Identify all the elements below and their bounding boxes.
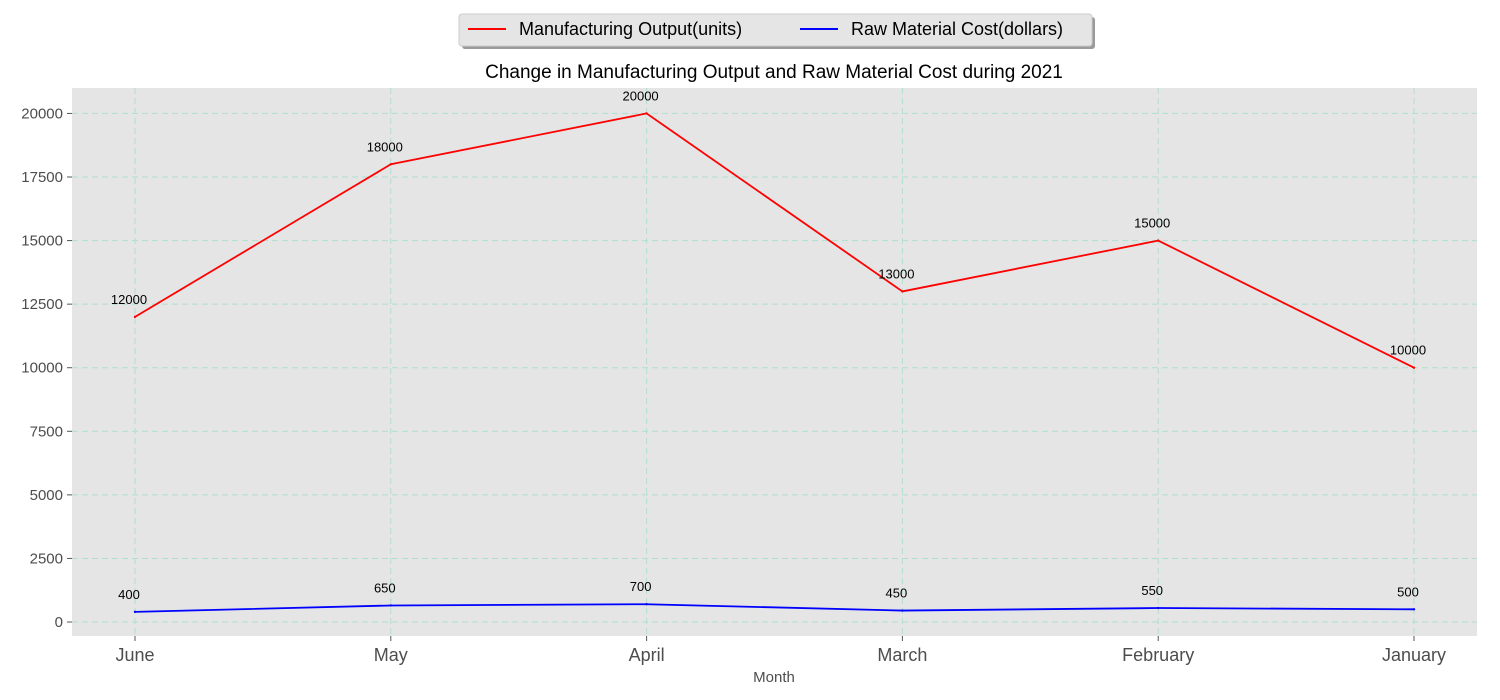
data-point [1157,606,1160,610]
y-tick-label: 7500 [30,423,63,440]
data-label: 450 [886,586,908,601]
data-label: 500 [1397,584,1419,599]
data-point [389,163,392,166]
x-axis-label: Month [753,669,795,686]
y-tick-label: 5000 [30,487,63,504]
data-label: 18000 [367,139,403,154]
data-label: 10000 [1390,343,1426,358]
data-labels: 12000 18000 20000 13000 15000 10000 400 650 700 4… [111,88,1426,601]
data-label: 650 [374,580,396,595]
data-point [1412,366,1416,369]
data-point [133,610,137,614]
data-point [645,112,648,115]
legend-label: Raw Material Cost(dollars) [851,19,1063,39]
data-point [901,290,904,293]
legend-label: Manufacturing Output(units) [519,19,742,39]
x-tick-label: January [1382,645,1446,665]
data-label: 12000 [111,292,147,307]
data-label: 15000 [1134,216,1170,231]
data-point [1412,608,1416,611]
data-label: 13000 [878,266,914,281]
x-tick-label: June [115,645,154,665]
y-tick-label: 0 [55,614,63,631]
chart-title: Change in Manufacturing Output and Raw M… [485,62,1063,83]
y-tick-label: 17500 [21,169,63,186]
data-point [1157,239,1160,242]
data-point [901,609,904,612]
legend: Manufacturing Output(units) Raw Material … [458,13,1095,49]
y-tick-label: 2500 [30,550,63,567]
x-tick-label: April [629,645,665,665]
x-axis: June May April March February January [115,636,1446,665]
x-tick-label: May [374,645,408,665]
data-label: 20000 [623,88,659,103]
data-label: 400 [118,587,140,602]
x-tick-label: March [877,645,927,665]
x-tick-label: February [1122,645,1194,665]
data-point [645,603,648,606]
y-tick-label: 12500 [21,296,63,313]
grid-lines [72,88,1477,636]
data-point [133,315,137,319]
data-label: 700 [630,579,652,594]
y-axis: 0 2500 5000 7500 10000 12500 15000 17500 20000 [21,105,72,631]
series-line-0 [134,112,1415,369]
series-line-1 [134,603,1415,613]
legend-box [458,13,1093,47]
data-point [389,604,392,607]
y-tick-label: 20000 [21,105,63,122]
series-lines [133,112,1416,614]
plot-area [72,88,1477,636]
data-label: 550 [1141,583,1163,598]
y-tick-label: 10000 [21,360,63,377]
y-tick-label: 15000 [21,233,63,250]
